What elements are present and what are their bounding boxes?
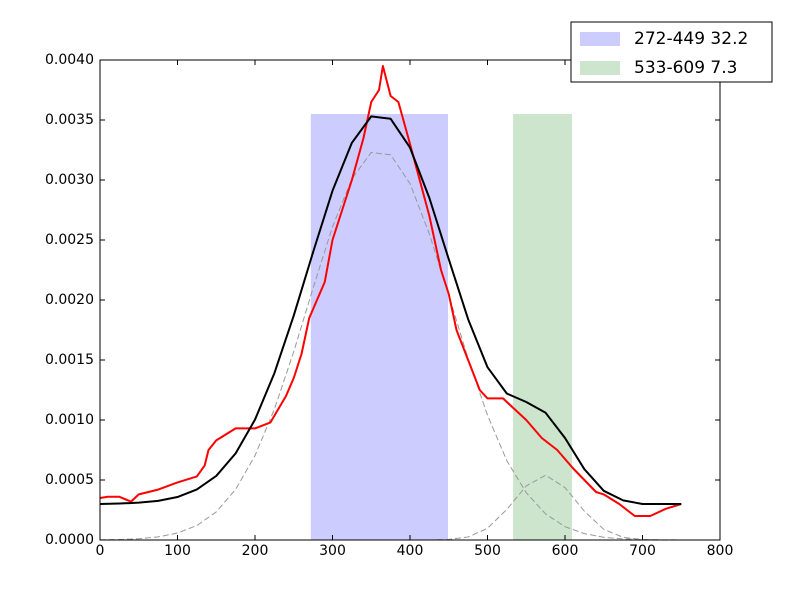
ticks: 0 100 200 300 400 500 600 700 800 0.0000 0.0005 0.0… xyxy=(45,52,733,559)
data-line xyxy=(99,151,682,541)
span xyxy=(310,114,448,540)
legend-label: 533-609 7.3 xyxy=(634,58,737,78)
y-tick-label: 0.0025 xyxy=(45,232,94,248)
x-tick-label: 100 xyxy=(164,543,191,559)
data-line xyxy=(409,474,682,541)
x-tick-label: 400 xyxy=(397,543,424,559)
x-tick-label: 200 xyxy=(242,543,269,559)
x-tick-label: 0 xyxy=(96,543,105,559)
x-tick-label: 800 xyxy=(707,543,734,559)
y-tick-label: 0.0015 xyxy=(45,352,94,368)
y-tick-label: 0.0000 xyxy=(45,532,94,548)
span xyxy=(513,114,572,540)
data-line xyxy=(99,65,682,517)
y-tick-label: 0.0030 xyxy=(45,172,94,188)
legend: 272-449 32.2 533-609 7.3 xyxy=(570,21,773,83)
x-tick-label: 500 xyxy=(474,543,501,559)
x-tick-label: 300 xyxy=(319,543,346,559)
y-tick-label: 0.0020 xyxy=(45,292,94,308)
legend-swatch xyxy=(580,32,620,46)
data-line xyxy=(99,115,682,505)
plot-area xyxy=(99,65,682,541)
y-tick-label: 0.0035 xyxy=(45,112,94,128)
y-tick-label: 0.0010 xyxy=(45,412,94,428)
x-tick-label: 700 xyxy=(629,543,656,559)
legend-swatch xyxy=(580,61,620,75)
x-tick-label: 600 xyxy=(552,543,579,559)
y-tick-label: 0.0040 xyxy=(45,52,94,68)
legend-label: 272-449 32.2 xyxy=(634,29,748,49)
y-tick-label: 0.0005 xyxy=(45,472,94,488)
